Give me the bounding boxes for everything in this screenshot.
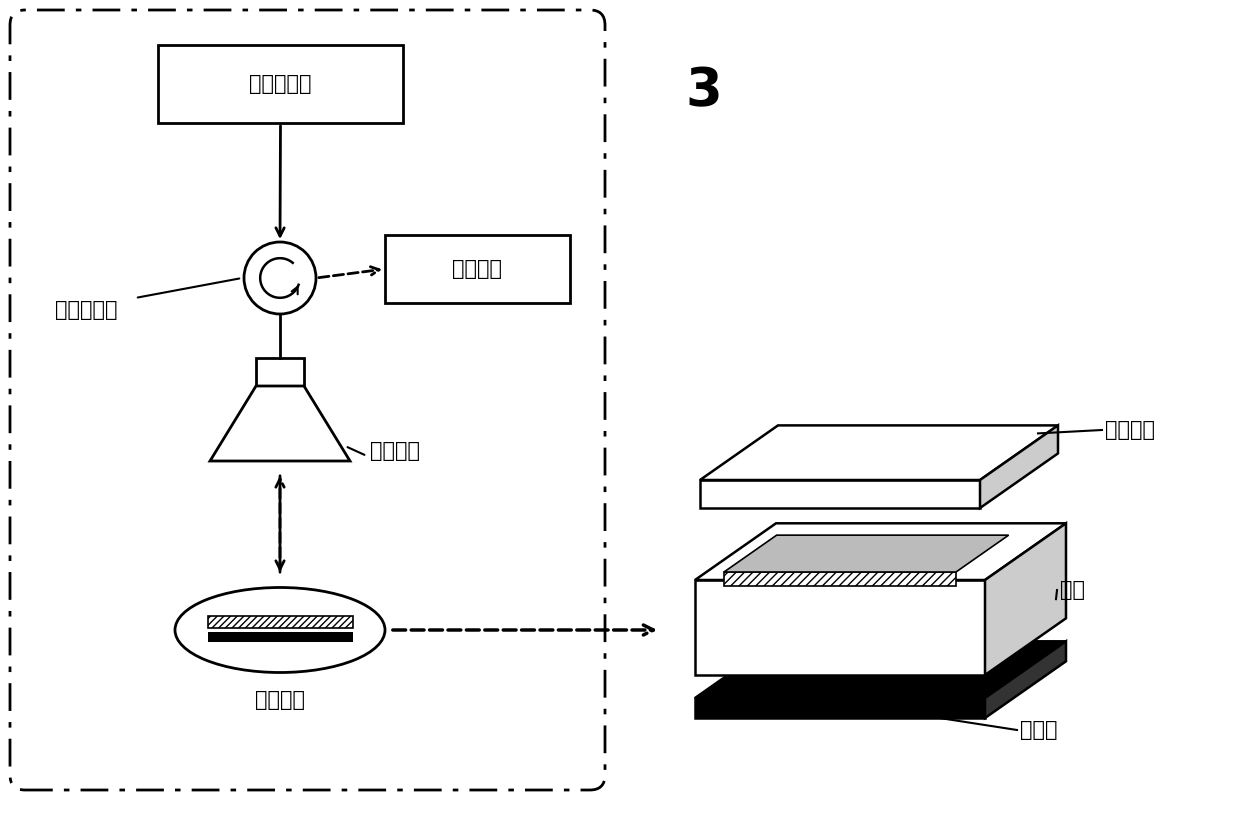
Text: 数据处理: 数据处理 bbox=[453, 259, 502, 279]
Polygon shape bbox=[694, 523, 1066, 580]
Text: 接地板: 接地板 bbox=[1021, 720, 1058, 740]
Text: 补偿天线: 补偿天线 bbox=[255, 690, 305, 711]
Text: 基质: 基质 bbox=[1060, 580, 1085, 600]
Bar bbox=[384, 235, 570, 303]
Bar bbox=[255, 358, 304, 386]
Polygon shape bbox=[980, 425, 1058, 508]
Polygon shape bbox=[210, 386, 350, 461]
Polygon shape bbox=[694, 698, 985, 718]
FancyBboxPatch shape bbox=[10, 10, 605, 790]
Polygon shape bbox=[724, 535, 1008, 572]
Circle shape bbox=[244, 242, 316, 314]
Bar bbox=[207, 616, 352, 628]
Polygon shape bbox=[724, 572, 956, 586]
Text: 远射贴片: 远射贴片 bbox=[1105, 420, 1154, 440]
Ellipse shape bbox=[175, 588, 384, 672]
Polygon shape bbox=[694, 641, 1066, 698]
Polygon shape bbox=[985, 641, 1066, 718]
Polygon shape bbox=[701, 425, 1058, 480]
Text: 网络分析仪: 网络分析仪 bbox=[249, 74, 311, 94]
Bar bbox=[157, 45, 403, 123]
Text: 3: 3 bbox=[684, 65, 722, 117]
Polygon shape bbox=[985, 523, 1066, 675]
Text: 射频环形器: 射频环形器 bbox=[55, 300, 118, 320]
Polygon shape bbox=[694, 580, 985, 675]
Text: 号角天线: 号角天线 bbox=[370, 441, 420, 461]
Bar bbox=[207, 632, 352, 642]
Polygon shape bbox=[701, 480, 980, 508]
